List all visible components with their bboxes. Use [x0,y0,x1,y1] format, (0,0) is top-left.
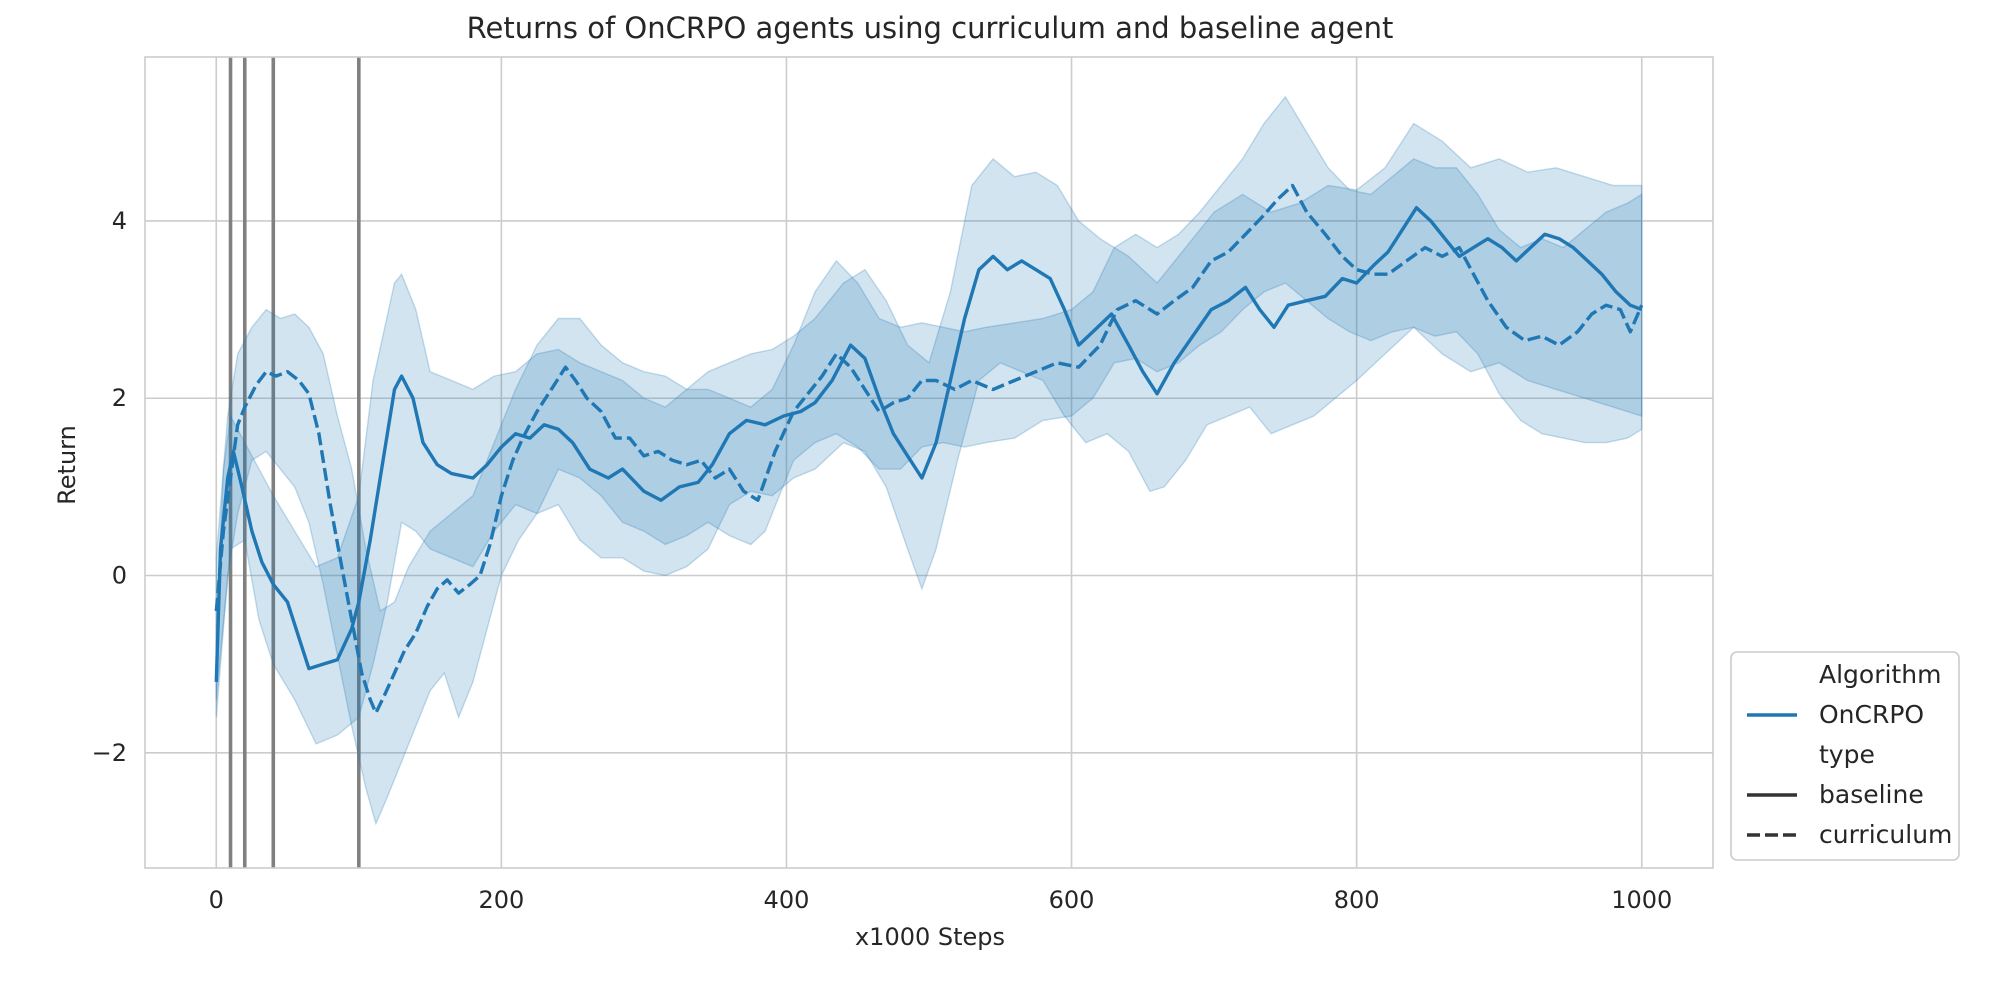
x-tick-label-5: 1000 [1611,886,1672,914]
legend-label-curriculum: curriculum [1819,820,1952,849]
y-tick-label-0: −2 [92,739,127,767]
y-axis-label: Return [53,425,81,505]
confidence-bands [215,95,1643,826]
series-lines [214,183,1644,715]
legend-label-type: type [1819,740,1875,769]
x-tick-label-3: 600 [1049,886,1095,914]
legend-label-Algorithm: Algorithm [1819,660,1941,689]
y-tick-label-1: 0 [112,562,127,590]
x-axis-ticks: 0 200 400 600 800 1000 [209,886,1673,914]
legend: Algorithm OnCRPO type baseline curriculum [1730,651,1960,861]
chart-title: Returns of OnCRPO agents using curriculu… [467,11,1394,45]
ci-band-curriculum [215,95,1643,826]
grid [145,57,1713,868]
x-tick-label-0: 0 [209,886,224,914]
x-tick-label-1: 200 [478,886,524,914]
legend-label-baseline: baseline [1819,780,1924,809]
legend-label-OnCRPO: OnCRPO [1819,700,1924,729]
vertical-markers [228,57,361,868]
y-tick-label-2: 2 [112,384,127,412]
x-tick-label-4: 800 [1334,886,1380,914]
series-line-baseline [214,205,1643,682]
x-tick-label-2: 400 [764,886,810,914]
legend-box [1730,651,1960,861]
y-axis-ticks: −2 0 2 4 [92,207,127,767]
x-axis-label: x1000 Steps [855,923,1005,951]
ci-band-baseline [215,122,1643,745]
y-tick-label-3: 4 [112,207,127,235]
series-line-curriculum [214,183,1644,715]
plot-frame [144,56,1714,869]
